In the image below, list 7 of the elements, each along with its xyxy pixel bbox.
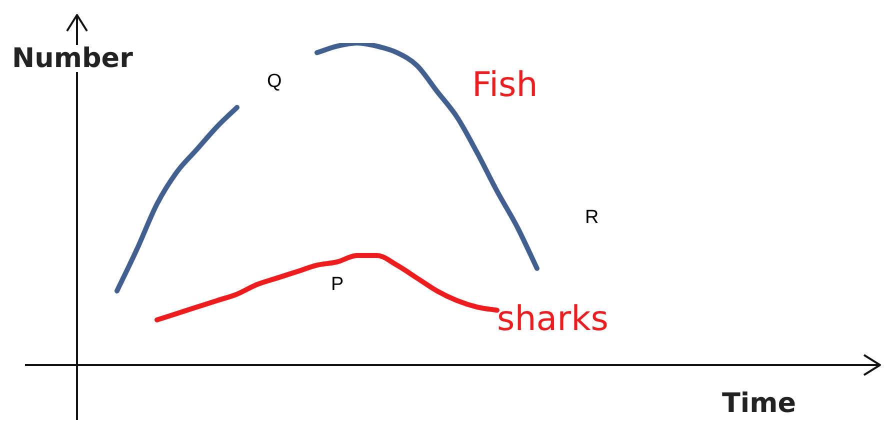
y-axis-title: Number	[12, 43, 133, 74]
series-label: Fish	[472, 65, 538, 105]
annotation: Q	[262, 69, 287, 94]
x-axis-title: Time	[722, 388, 796, 419]
annotation: R	[580, 205, 604, 230]
series-label: sharks	[497, 299, 608, 339]
annotation: P	[326, 272, 349, 297]
